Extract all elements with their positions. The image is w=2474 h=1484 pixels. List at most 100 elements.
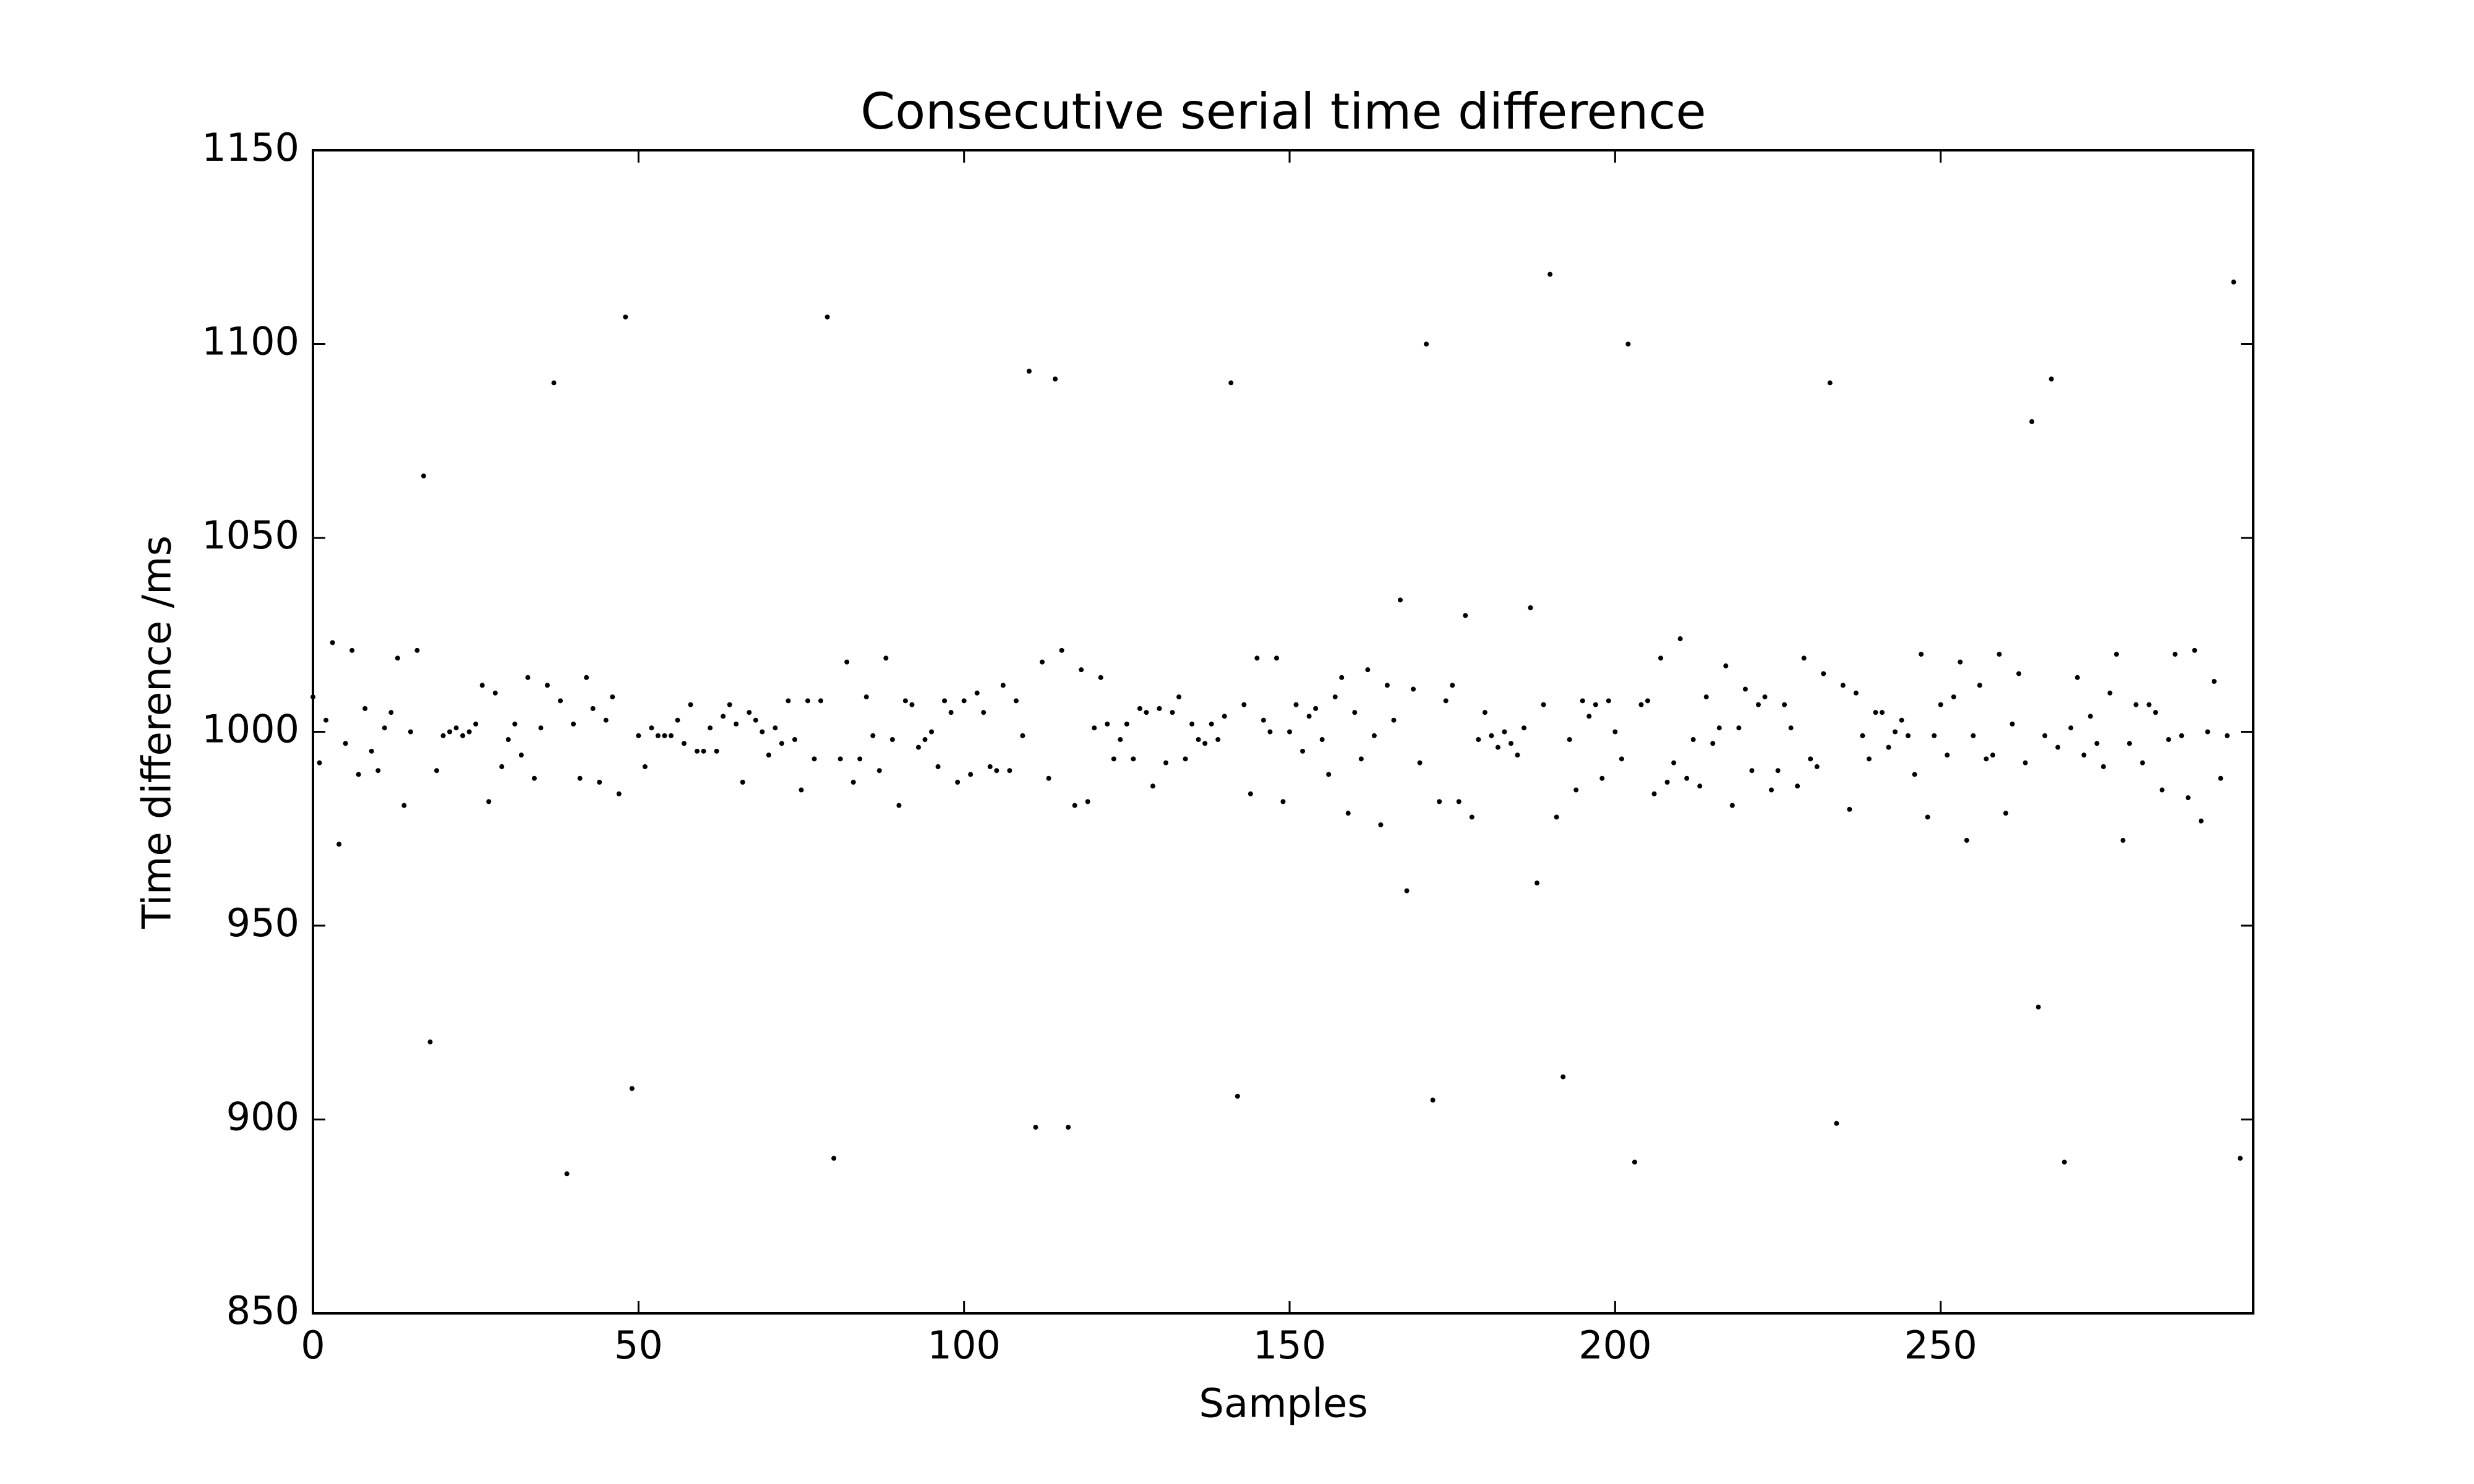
point: [2159, 787, 2165, 793]
point: [603, 717, 609, 723]
point: [811, 756, 817, 762]
point: [1997, 652, 2002, 657]
point: [551, 380, 557, 386]
point: [1437, 799, 1442, 804]
point: [1495, 744, 1500, 750]
point: [1261, 717, 1266, 723]
point: [876, 768, 882, 774]
point: [961, 698, 967, 704]
point: [2126, 741, 2132, 746]
point: [1105, 721, 1110, 727]
point: [792, 737, 797, 743]
point: [421, 473, 426, 479]
y-tick-label: 850: [226, 1288, 299, 1333]
point: [1254, 655, 1260, 661]
point: [460, 733, 466, 738]
point: [955, 780, 961, 785]
point: [805, 698, 811, 704]
point: [1450, 683, 1455, 688]
point: [330, 640, 335, 646]
point: [779, 741, 784, 746]
point: [1834, 1120, 1839, 1126]
point: [414, 647, 420, 653]
point: [1209, 721, 1214, 727]
x-tick-label: 0: [301, 1323, 325, 1368]
point: [1534, 881, 1540, 886]
point: [1586, 714, 1592, 719]
y-axis-label: Time difference /ms: [135, 535, 181, 929]
point: [1293, 702, 1299, 707]
point: [1300, 748, 1306, 754]
y-tick-label: 900: [226, 1094, 299, 1140]
point: [2198, 818, 2204, 824]
point: [1814, 764, 1820, 769]
point: [1235, 1093, 1240, 1099]
point: [708, 725, 713, 731]
point: [1339, 675, 1345, 680]
point: [1150, 783, 1155, 789]
point: [1984, 756, 1989, 762]
point: [2022, 760, 2028, 765]
point: [642, 764, 648, 769]
point: [577, 775, 583, 781]
point: [922, 737, 928, 743]
point: [1040, 659, 1045, 665]
point: [1801, 655, 1807, 661]
point: [1326, 772, 1332, 777]
point: [1482, 710, 1487, 715]
point: [1280, 799, 1286, 804]
point: [2042, 733, 2048, 738]
point: [994, 768, 999, 774]
point: [525, 675, 531, 680]
point: [2179, 733, 2185, 738]
point: [427, 1039, 433, 1045]
point: [1365, 667, 1371, 673]
x-tick-label: 50: [614, 1323, 663, 1368]
point: [844, 659, 850, 665]
point: [1945, 753, 1950, 758]
point: [1541, 702, 1546, 707]
point: [1176, 694, 1182, 700]
point: [623, 314, 628, 320]
point: [2081, 753, 2087, 758]
point: [1352, 710, 1358, 715]
point: [518, 753, 524, 758]
point: [2211, 678, 2217, 684]
point: [1189, 721, 1195, 727]
point: [1137, 706, 1142, 711]
point: [1170, 710, 1175, 715]
point: [1196, 737, 1201, 743]
point: [909, 702, 915, 707]
point: [1384, 683, 1390, 688]
point: [1567, 737, 1572, 743]
point: [1658, 655, 1664, 661]
point: [1723, 663, 1729, 668]
point: [473, 721, 479, 727]
point: [1606, 698, 1611, 704]
point: [2074, 675, 2080, 680]
point: [1729, 803, 1735, 808]
point: [2087, 714, 2093, 719]
point: [1893, 729, 1898, 735]
point: [1782, 702, 1787, 707]
plot-frame: [312, 149, 2254, 1315]
point: [2055, 744, 2061, 750]
point: [2048, 376, 2054, 382]
point: [1430, 1098, 1436, 1103]
point: [1625, 341, 1631, 347]
point: [1906, 733, 1911, 738]
point: [538, 725, 544, 731]
point: [2224, 733, 2230, 738]
y-tick-label: 1000: [202, 707, 299, 752]
point: [1358, 756, 1364, 762]
point: [1684, 775, 1690, 781]
point: [1066, 1125, 1071, 1130]
point: [1899, 717, 1904, 723]
point: [343, 741, 348, 746]
x-axis-label: Samples: [1199, 1381, 1368, 1427]
point: [1131, 756, 1136, 762]
point: [1502, 729, 1507, 735]
point: [1007, 768, 1012, 774]
